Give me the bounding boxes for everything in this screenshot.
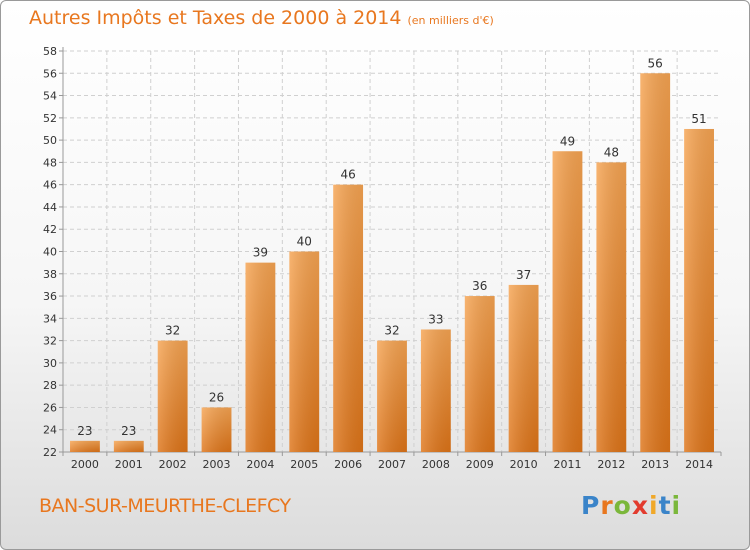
data-label: 49 (560, 134, 575, 148)
x-tick-label: 2000 (71, 458, 99, 471)
x-tick-label: 2008 (422, 458, 450, 471)
x-tick-label: 2013 (641, 458, 669, 471)
bar-shade (640, 73, 671, 453)
y-tick-label: 48 (43, 156, 57, 169)
data-labels: 23 23 32 26 39 40 46 32 33 36 37 49 48 56 51 (77, 56, 706, 438)
x-tick-label: 2006 (334, 458, 362, 471)
y-tick-label: 40 (43, 246, 57, 259)
data-label: 40 (297, 235, 312, 249)
bar-shade (289, 251, 320, 452)
logo-letter: o (613, 491, 632, 520)
chart-title-text: Autres Impôts et Taxes de 2000 à 2014 (29, 7, 402, 29)
bar-shade (377, 340, 407, 452)
bar-shade (596, 162, 627, 452)
logo-letter: i (671, 491, 682, 520)
data-label: 23 (77, 424, 92, 438)
x-tick-label: 2007 (378, 458, 406, 471)
logo-letter: t (658, 491, 672, 520)
data-label: 36 (472, 279, 487, 293)
y-tick-label: 56 (43, 67, 57, 80)
bar-shade (70, 440, 100, 452)
logo-letter: r (600, 491, 614, 520)
data-label: 32 (165, 324, 180, 338)
y-tick-label: 30 (43, 357, 57, 370)
y-tick-label: 58 (43, 45, 57, 58)
y-tick-label: 32 (43, 335, 57, 348)
x-tick-label: 2005 (290, 458, 318, 471)
data-label: 33 (428, 312, 443, 326)
chart-title: Autres Impôts et Taxes de 2000 à 2014 (en… (29, 7, 494, 29)
data-label: 23 (121, 424, 136, 438)
y-tick-label: 42 (43, 223, 57, 236)
x-tick-label: 2001 (115, 458, 143, 471)
y-tick-label: 44 (43, 201, 57, 214)
data-label: 56 (648, 56, 663, 70)
bar-shade (333, 184, 364, 452)
bars (70, 73, 714, 453)
data-label: 32 (384, 324, 399, 338)
data-label: 48 (604, 145, 619, 159)
bar-shade (201, 407, 232, 452)
commune-name: BAN-SUR-MEURTHE-CLEFCY (39, 495, 291, 517)
bar-shade (552, 151, 583, 452)
y-tick-label: 54 (43, 90, 57, 103)
logo-letter: P (581, 491, 601, 520)
y-tick-label: 22 (43, 446, 57, 459)
y-tick-label: 52 (43, 112, 57, 125)
data-label: 26 (209, 390, 224, 404)
bar-shade (684, 128, 714, 452)
data-label: 46 (340, 168, 355, 182)
logo-letter: x (631, 491, 649, 520)
bar-shade (464, 296, 495, 452)
bar-shade (245, 262, 276, 452)
y-tick-label: 26 (43, 401, 57, 414)
data-label: 39 (253, 246, 268, 260)
bar-shade (508, 284, 539, 452)
bar-shade (113, 440, 144, 452)
data-label: 51 (691, 112, 706, 126)
y-tick-label: 50 (43, 134, 57, 147)
y-tick-label: 24 (43, 424, 57, 437)
proxiti-logo[interactable]: Proxiti (581, 491, 681, 520)
x-tick-label: 2011 (553, 458, 581, 471)
x-tick-label: 2010 (510, 458, 538, 471)
logo-letter: i (649, 491, 659, 520)
x-tick-label: 2003 (203, 458, 231, 471)
bar-shade (420, 329, 451, 452)
y-tick-label: 46 (43, 179, 57, 192)
x-tick-label: 2009 (466, 458, 494, 471)
chart-subtitle: (en milliers d'€) (407, 14, 494, 27)
data-label: 37 (516, 268, 531, 282)
x-tick-label: 2014 (685, 458, 713, 471)
x-tick-label: 2004 (246, 458, 274, 471)
y-tick-label: 38 (43, 268, 57, 281)
x-tick-label: 2002 (159, 458, 187, 471)
y-tick-label: 28 (43, 379, 57, 392)
bar-shade (157, 340, 188, 452)
y-tick-label: 36 (43, 290, 57, 303)
x-tick-label: 2012 (597, 458, 625, 471)
y-tick-label: 34 (43, 312, 57, 325)
